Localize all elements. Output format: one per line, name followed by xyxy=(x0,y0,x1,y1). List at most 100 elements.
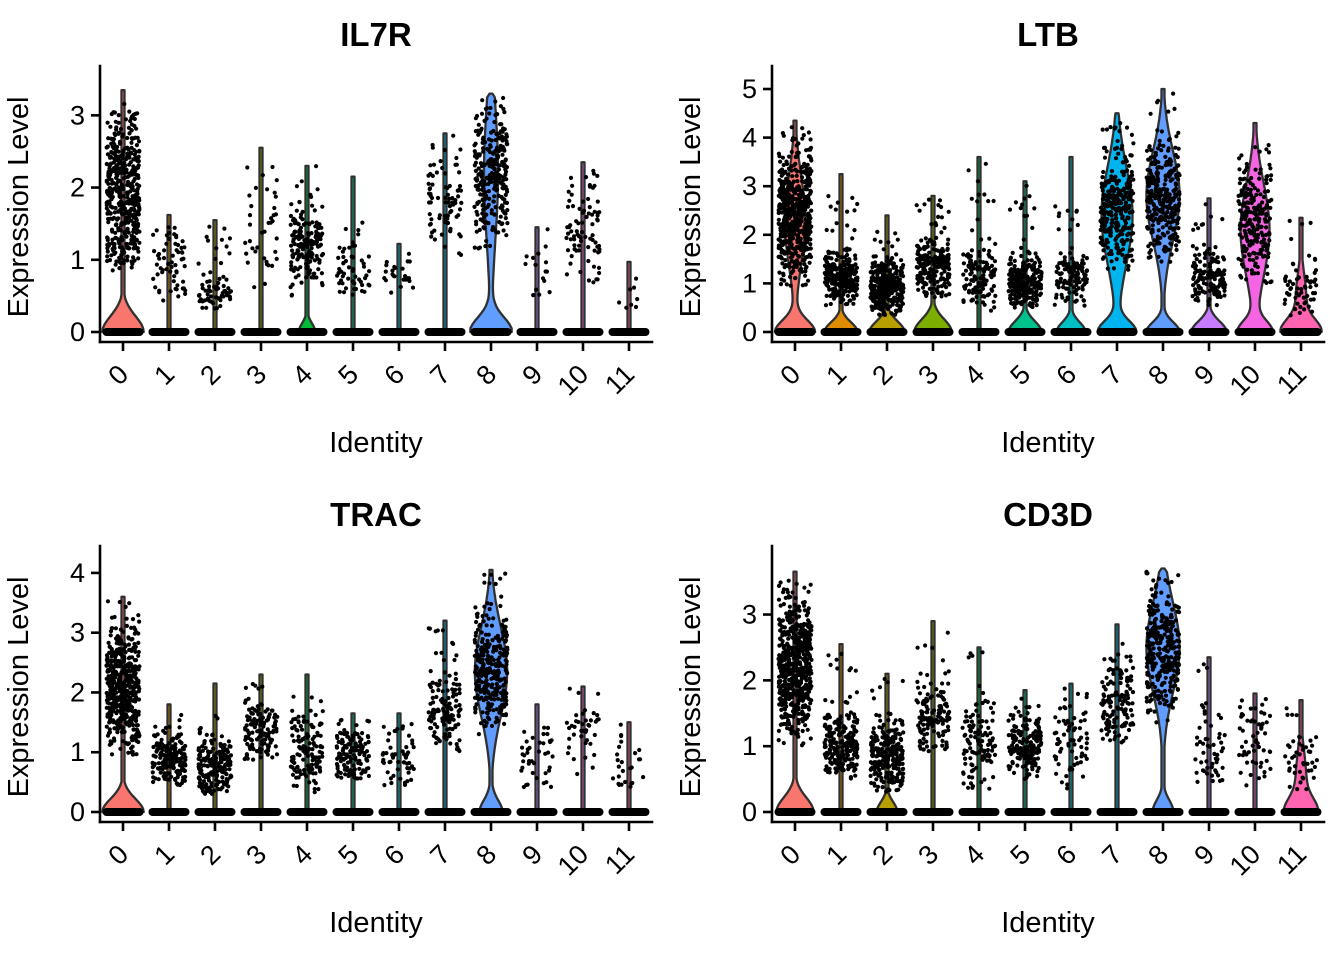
x-tick-label: 1 xyxy=(820,839,852,871)
violin-identity-9 xyxy=(1188,197,1230,336)
violin-identity-0 xyxy=(101,595,145,816)
cell-points xyxy=(382,251,416,295)
x-tick-label: 10 xyxy=(1224,359,1266,401)
violin-identity-4 xyxy=(958,155,1000,336)
x-tick-label: 7 xyxy=(424,359,456,391)
violin-identity-9 xyxy=(516,703,558,816)
y-axis-label: Expression Level xyxy=(3,577,35,798)
y-tick-label: 4 xyxy=(70,558,85,588)
zero-expression-bar xyxy=(286,808,328,816)
violin-body xyxy=(1068,682,1074,814)
violin-identity-3 xyxy=(912,194,954,336)
violin-identity-3 xyxy=(912,619,954,816)
violin-body xyxy=(1282,698,1320,814)
y-tick-label: 3 xyxy=(70,618,85,648)
cell-points xyxy=(564,168,602,285)
cell-points xyxy=(1006,696,1044,781)
cell-points xyxy=(1190,202,1228,308)
y-tick-label: 1 xyxy=(742,731,757,761)
x-tick-label: 4 xyxy=(958,359,990,391)
x-tick-label: 8 xyxy=(470,839,502,871)
cell-points xyxy=(914,630,952,754)
violin-body xyxy=(534,226,540,334)
x-tick-label: 9 xyxy=(1188,839,1220,871)
violin-identity-7 xyxy=(1096,112,1138,336)
violin-identity-11 xyxy=(1279,216,1323,336)
zero-expression-bar xyxy=(608,328,650,336)
x-tick-label: 9 xyxy=(516,839,548,871)
cell-points xyxy=(151,225,188,303)
violin-body xyxy=(442,132,448,334)
violin-identity-10 xyxy=(562,685,604,816)
y-tick-label: 3 xyxy=(70,100,85,130)
violin-identity-7 xyxy=(424,132,466,336)
violin-identity-4 xyxy=(286,673,328,816)
cell-points xyxy=(426,626,463,754)
y-tick-label: 3 xyxy=(742,600,757,630)
violin-identity-2 xyxy=(866,672,908,816)
zero-expression-bar xyxy=(1234,328,1276,336)
x-tick-label: 4 xyxy=(286,359,318,391)
zero-expression-bar xyxy=(240,808,282,816)
cell-points xyxy=(150,712,188,788)
x-tick-label: 11 xyxy=(599,359,640,400)
x-tick-label: 3 xyxy=(240,839,272,871)
x-tick-label: 1 xyxy=(148,359,180,391)
violin-identity-5 xyxy=(332,712,374,816)
cell-points xyxy=(426,133,464,257)
zero-expression-bar xyxy=(1096,808,1138,816)
y-tick-label: 3 xyxy=(742,171,757,201)
zero-expression-bar xyxy=(562,328,604,336)
zero-expression-bar xyxy=(958,808,1000,816)
violin-identity-3 xyxy=(240,673,282,816)
cell-points xyxy=(1052,204,1090,308)
cell-points xyxy=(242,681,280,762)
zero-expression-bar xyxy=(148,328,190,336)
violin-identity-4 xyxy=(958,646,1000,816)
x-axis-label: Identity xyxy=(329,427,423,459)
cell-points xyxy=(380,722,416,788)
x-tick-label: 6 xyxy=(378,839,410,871)
x-tick-label: 2 xyxy=(866,839,898,871)
y-tick-label: 2 xyxy=(742,220,757,250)
panel-title: TRAC xyxy=(330,496,422,533)
y-tick-label: 1 xyxy=(70,737,85,767)
zero-expression-bar xyxy=(608,808,650,816)
violin-identity-10 xyxy=(1234,121,1276,336)
y-axis-label: Expression Level xyxy=(675,97,707,318)
cell-points xyxy=(1052,686,1090,791)
x-tick-label: 4 xyxy=(958,839,990,871)
cell-points xyxy=(334,717,372,781)
zero-expression-bar xyxy=(470,808,512,816)
cell-points xyxy=(868,229,906,317)
zero-expression-bar xyxy=(820,328,862,336)
x-tick-label: 8 xyxy=(1142,359,1174,391)
x-tick-label: 1 xyxy=(820,359,852,391)
zero-expression-bar xyxy=(1004,808,1046,816)
cell-points xyxy=(1144,569,1182,725)
x-tick-label: 0 xyxy=(102,839,134,871)
violin-body xyxy=(534,703,540,814)
x-axis-label: Identity xyxy=(329,907,423,939)
violin-identity-0 xyxy=(101,88,145,336)
violin-identity-11 xyxy=(608,260,650,336)
x-tick-label: 11 xyxy=(1271,359,1312,400)
x-tick-label: 0 xyxy=(774,839,806,871)
x-tick-label: 7 xyxy=(1096,359,1128,391)
y-axis-label: Expression Level xyxy=(675,577,707,798)
zero-expression-bar xyxy=(912,808,954,816)
cell-points xyxy=(335,220,372,297)
y-tick-label: 4 xyxy=(742,123,757,153)
x-tick-label: 2 xyxy=(194,839,226,871)
cell-points xyxy=(1282,218,1319,318)
violin-identity-6 xyxy=(1050,682,1092,816)
zero-expression-bar xyxy=(240,328,282,336)
violin-identity-0 xyxy=(774,570,816,816)
y-axis-label: Expression Level xyxy=(3,97,35,318)
violin-identity-9 xyxy=(516,226,558,336)
